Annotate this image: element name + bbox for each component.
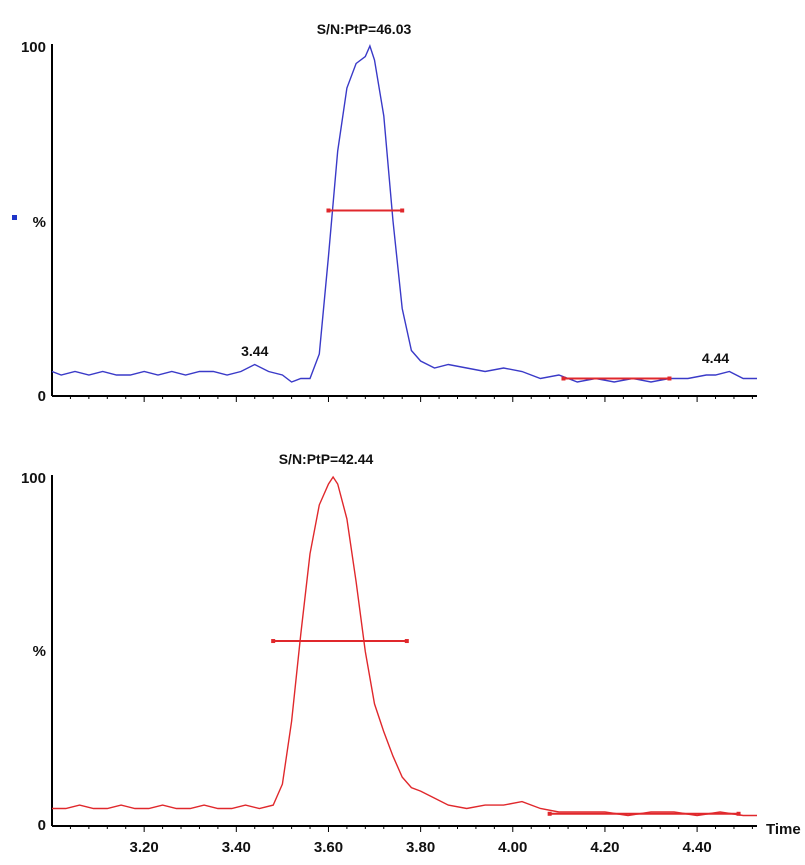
x-tick-label: 3.60 [314,839,343,856]
bar-end-marker [736,811,741,816]
x-tick-label: 4.20 [590,839,619,856]
bar-end-marker [667,376,672,381]
bottom-peak-width-bar [271,639,409,644]
x-tick-label: 4.00 [498,839,527,856]
top-ytick-percent: % [33,214,46,231]
x-tick-label: 4.40 [682,839,711,856]
top-ytick-100: 100 [21,39,46,56]
bar-end-marker [404,639,409,644]
bar-end-marker [561,376,566,381]
top-x-ticks [69,396,753,402]
top-trace-line [51,44,757,383]
bar-end-marker [271,639,276,644]
bottom-ytick-0: 0 [38,817,46,834]
bottom-trace-line [52,475,757,817]
top-panel: S/N:PtP=46.03 100 % 0 3.44 4.44 [12,21,757,405]
bottom-x-ticks: 3.20 3.40 3.60 3.80 4.00 4.20 4.40 [69,826,753,856]
top-peak-label-3-44: 3.44 [241,343,268,359]
x-tick-label: 3.80 [406,839,435,856]
x-tick-label: 3.20 [130,839,159,856]
top-peak-width-bar [326,208,405,213]
top-legend-square [12,215,17,220]
bottom-noise-bar [547,811,741,816]
top-peak-label-4-44: 4.44 [702,350,729,366]
top-ytick-0: 0 [38,388,46,405]
bar-end-marker [400,208,405,213]
bar-end-marker [547,811,552,816]
x-axis-label-time: Time [766,821,801,838]
bar-end-marker [326,208,331,213]
bottom-panel: S/N:PtP=42.44 100 % 0 3.20 3.40 3.60 3.80 4.… [21,451,801,856]
bottom-ytick-100: 100 [21,470,46,487]
bottom-title: S/N:PtP=42.44 [279,451,374,467]
top-noise-bar [561,376,672,381]
bottom-ytick-percent: % [33,643,46,660]
x-tick-label: 3.40 [222,839,251,856]
top-title: S/N:PtP=46.03 [317,21,412,37]
